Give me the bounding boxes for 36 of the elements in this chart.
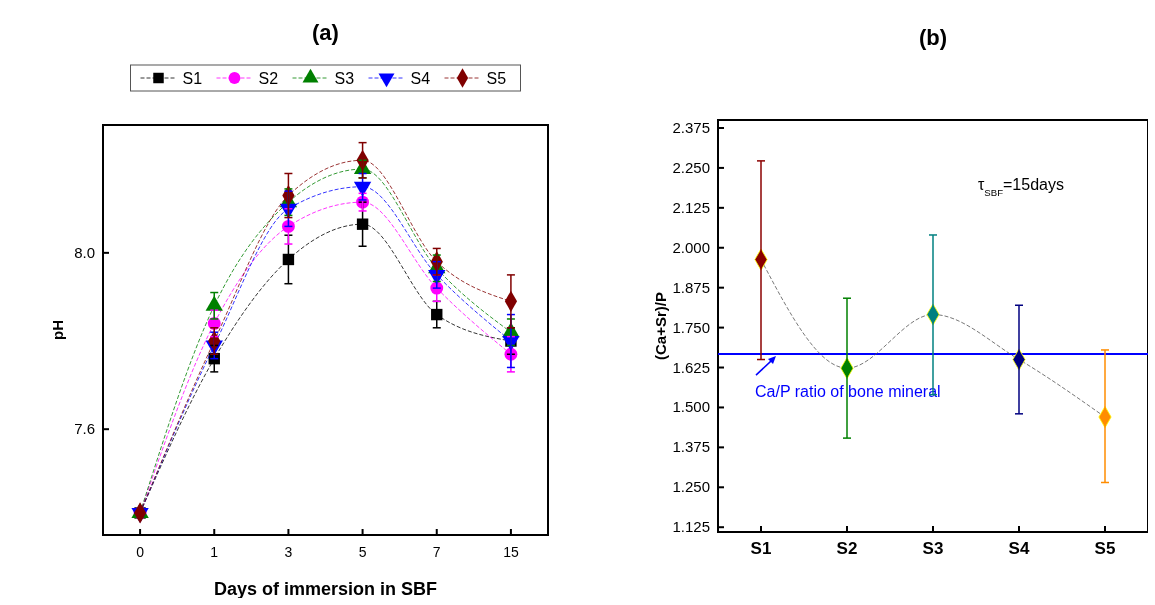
y-tick-label: 1.875 [672,278,710,296]
x-tick-label: S4 [1008,539,1030,558]
y-tick-label: 1.500 [672,398,710,416]
y-tick-label: 2.125 [672,198,710,216]
x-tick-label: 0 [136,544,145,560]
legend-label: S5 [486,70,507,87]
x-tick-label: 7 [432,544,441,560]
y-tick-label: 2.250 [672,158,710,176]
y-tick-label: 1.125 [672,518,710,536]
y-tick-label: 1.750 [672,318,710,336]
x-tick-label: 1 [210,544,219,560]
chart-title: (b) [918,25,948,50]
y-axis-title: (Ca+Sr)/P [652,292,669,360]
legend-label: Ca/P ratio of bone mineral [755,383,941,401]
x-tick-label: 5 [358,544,367,560]
y-tick-label: 1.250 [672,478,710,496]
y-tick-label: 2.000 [672,238,710,256]
y-tick-label: 1.375 [672,438,710,456]
chart-title: (a) [312,20,339,45]
y-tick-label: 1.625 [672,358,710,376]
x-tick-label: S2 [836,539,858,558]
legend-label: S4 [410,70,431,87]
annotation: τ$_{SBF}$=15days [978,176,1064,198]
legend-label: S2 [258,70,279,87]
legend-label: S3 [334,70,355,87]
x-axis-title: Days of immersion in SBF [213,579,438,599]
x-tick-label: S3 [922,539,944,558]
x-tick-label: S5 [1094,539,1116,558]
x-tick-label: 15 [503,544,519,560]
y-tick-label: 8.0 [74,243,95,261]
y-tick-label: 7.6 [74,420,95,438]
legend-label: S1 [182,70,203,87]
y-axis-title: pH [49,320,66,340]
x-tick-label: S1 [750,539,772,558]
y-tick-label: 2.375 [672,118,710,136]
x-tick-label: 3 [284,544,293,560]
